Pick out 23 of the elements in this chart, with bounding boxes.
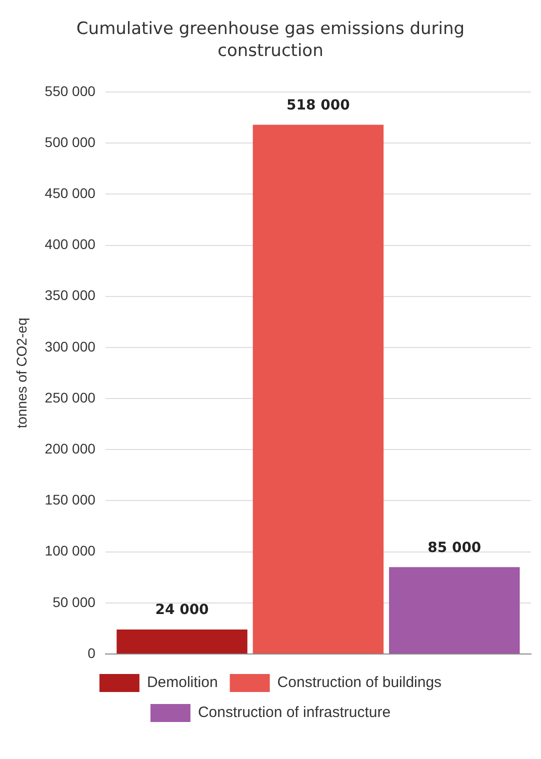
bar	[116, 630, 248, 654]
data-label: 85 000	[428, 540, 482, 556]
bar	[389, 567, 520, 654]
y-tick-label: 400 000	[44, 236, 96, 252]
data-label: 24 000	[155, 602, 210, 618]
data-label: 518 000	[286, 98, 350, 114]
y-tick-label: 250 000	[44, 390, 96, 406]
y-tick-label: 550 000	[44, 83, 96, 100]
y-tick-label: 100 000	[44, 542, 96, 559]
y-tick-label: 450 000	[44, 185, 96, 202]
y-tick-label: 300 000	[44, 338, 96, 354]
legend-label: Demolition	[146, 674, 218, 692]
legend-label: Construction of buildings	[277, 674, 442, 692]
bar	[252, 124, 384, 654]
y-tick-label: 50 000	[52, 594, 96, 610]
y-tick-label: 0	[88, 645, 96, 662]
y-axis-title: tonnes of CO2-eq	[13, 318, 30, 428]
y-tick-label: 500 000	[44, 134, 96, 150]
y-tick-label: 200 000	[44, 440, 96, 457]
chart-title: Cumulative greenhouse gas emissions during construction	[75, 18, 466, 62]
y-tick-label: 150 000	[44, 492, 96, 508]
legend-label: Construction of infrastructure	[198, 704, 391, 722]
y-tick-label: 350 000	[44, 287, 96, 304]
